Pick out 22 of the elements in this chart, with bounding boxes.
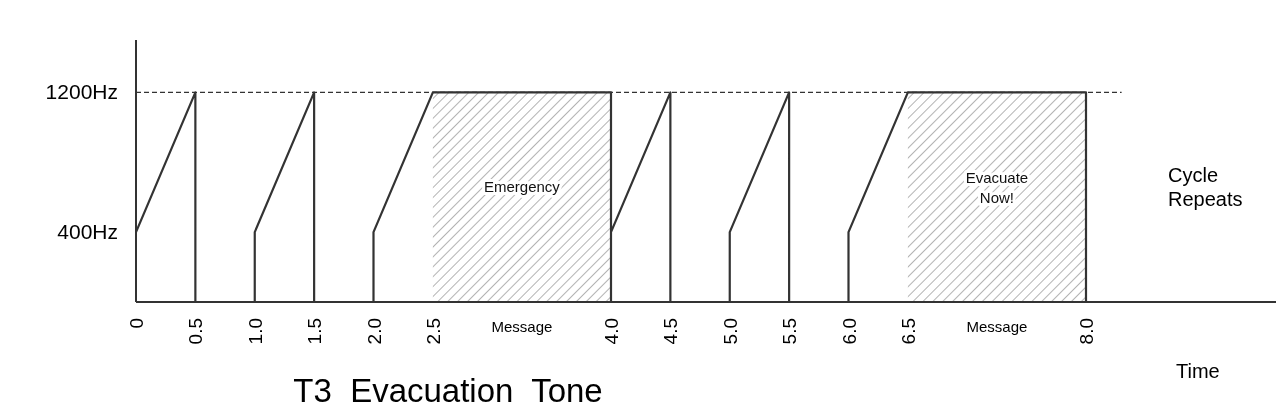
- x-tick-label: 4.5: [660, 318, 682, 345]
- x-tick-label: 1.0: [244, 318, 266, 345]
- band-label: Evacuate Now!: [965, 169, 1029, 207]
- x-tick-label: 6.0: [838, 318, 860, 345]
- x-tick-label: 8.0: [1076, 318, 1097, 345]
- annotation: Message: [491, 318, 553, 335]
- x-tick-label: 5.0: [719, 318, 741, 345]
- x-tick-label: 2.0: [363, 318, 385, 345]
- annotation: Cycle Repeats: [1168, 164, 1243, 210]
- x-tick-label: 0.5: [185, 318, 207, 345]
- x-tick-label: 4.0: [601, 318, 622, 345]
- x-axis-title: Time: [1176, 360, 1220, 382]
- y-tick-label: 400Hz: [57, 220, 118, 244]
- band-label: Emergency: [484, 178, 561, 196]
- text: T3 Evacuation Tone: [293, 372, 603, 409]
- annotation: Message: [966, 318, 1028, 335]
- x-tick-label: 1.5: [304, 318, 326, 345]
- x-tick-label: 2.5: [422, 318, 444, 345]
- x-tick-label: 0: [126, 318, 147, 329]
- x-tick-label: 5.5: [779, 318, 801, 345]
- x-tick-label: 6.5: [897, 318, 919, 345]
- y-tick-label: 1200Hz: [45, 80, 118, 104]
